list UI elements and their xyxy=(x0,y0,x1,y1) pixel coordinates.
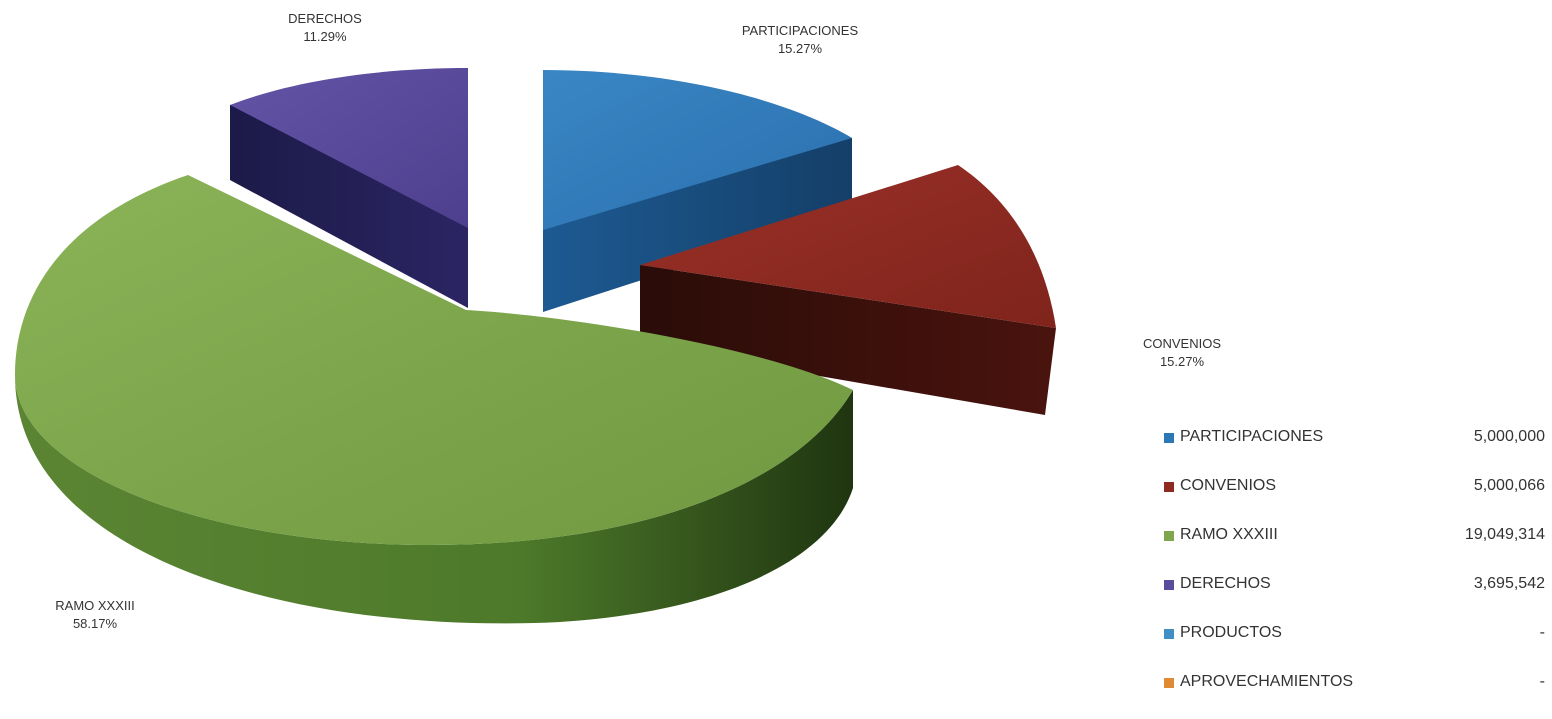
legend-label: DERECHOS xyxy=(1180,575,1271,592)
legend-label: APROVECHAMIENTOS xyxy=(1180,673,1354,690)
legend-value: - xyxy=(1539,673,1545,690)
legend-swatch xyxy=(1164,531,1174,541)
pie-slice-participaciones xyxy=(543,70,852,312)
slice-label-participaciones: PARTICIPACIONES 15.27% xyxy=(725,22,875,58)
legend-swatch xyxy=(1164,482,1174,492)
legend-item-derechos: DERECHOS 3,695,542 xyxy=(1160,572,1545,621)
slice-label-derechos: DERECHOS 11.29% xyxy=(270,10,380,46)
legend-swatch xyxy=(1164,629,1174,639)
legend-label: CONVENIOS xyxy=(1180,477,1277,494)
slice-percent: 11.29% xyxy=(303,29,347,44)
pie-slice-ramo-xxxiii xyxy=(15,175,853,624)
slice-name: DERECHOS xyxy=(288,11,362,26)
pie-slice-derechos xyxy=(230,68,468,308)
slice-label-ramo-xxxiii: RAMO XXXIII 58.17% xyxy=(40,597,150,633)
slice-percent: 58.17% xyxy=(72,616,118,631)
legend-value: 5,000,000 xyxy=(1473,428,1545,445)
legend-swatch xyxy=(1164,580,1174,590)
slice-label-convenios: CONVENIOS 15.27% xyxy=(1132,335,1232,371)
legend-label: RAMO XXXIII xyxy=(1180,526,1278,543)
slice-name: CONVENIOS xyxy=(1142,336,1221,351)
legend-value: 3,695,542 xyxy=(1473,575,1545,592)
legend-swatch xyxy=(1164,678,1174,688)
legend-label: PARTICIPACIONES xyxy=(1180,428,1324,445)
slice-percent: 15.27% xyxy=(777,41,823,56)
legend-value: - xyxy=(1539,624,1545,641)
legend-swatch xyxy=(1164,433,1174,443)
legend-item-productos: PRODUCTOS - xyxy=(1160,621,1545,670)
pie-slice-convenios xyxy=(640,165,1056,415)
legend-label: PRODUCTOS xyxy=(1180,624,1282,641)
legend-item-participaciones: PARTICIPACIONES 5,000,000 xyxy=(1160,425,1545,474)
slice-name: PARTICIPACIONES xyxy=(741,23,859,38)
legend-value: 5,000,066 xyxy=(1473,477,1545,494)
legend-item-ramo-xxxiii: RAMO XXXIII 19,049,314 xyxy=(1160,523,1545,572)
slice-percent: 15.27% xyxy=(1159,354,1205,369)
chart-legend: PARTICIPACIONES 5,000,000 CONVENIOS 5,00… xyxy=(1160,425,1545,719)
legend-item-aprovechamientos: APROVECHAMIENTOS - xyxy=(1160,670,1545,719)
slice-name: RAMO XXXIII xyxy=(55,598,135,613)
legend-item-convenios: CONVENIOS 5,000,066 xyxy=(1160,474,1545,523)
legend-value: 19,049,314 xyxy=(1464,526,1545,543)
pie-chart xyxy=(15,68,1056,624)
